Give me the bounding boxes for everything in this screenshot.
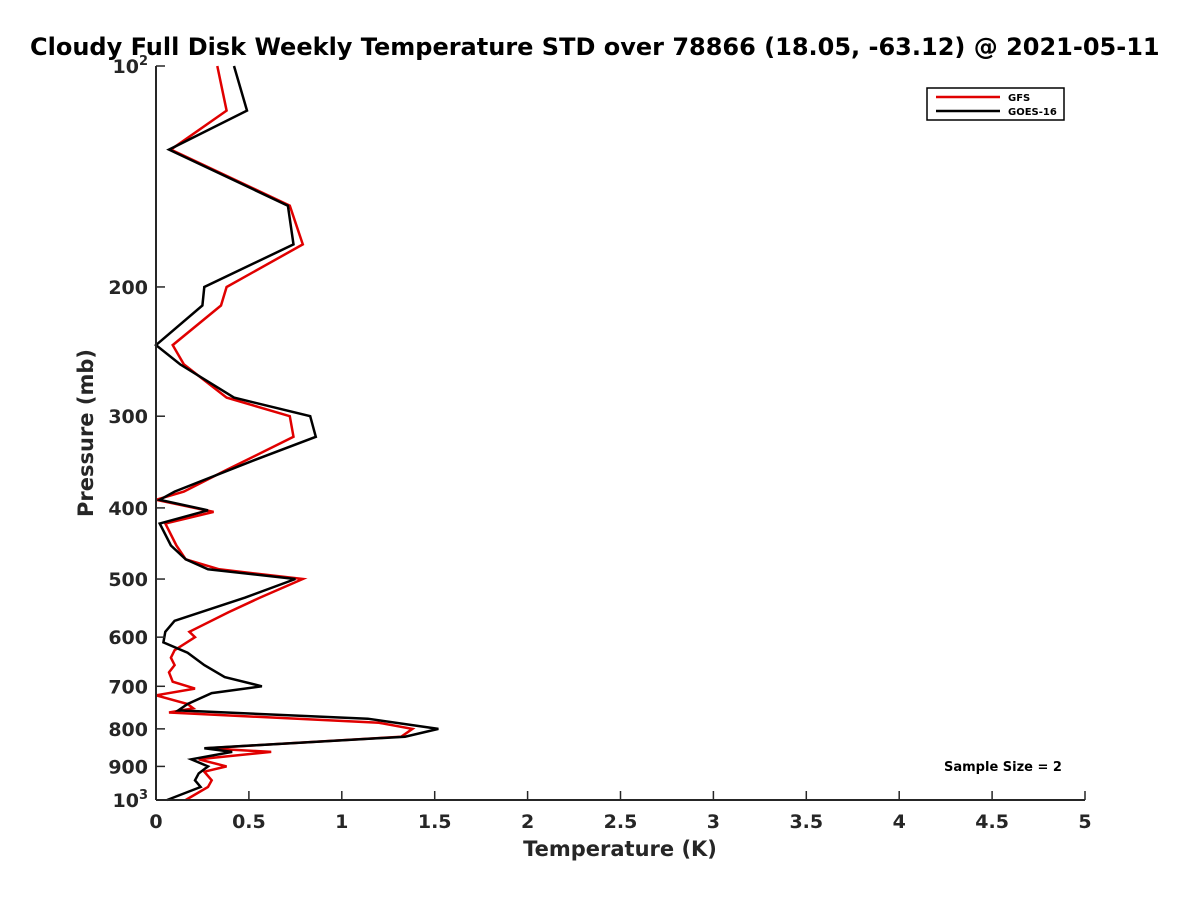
- y-tick-label: 400: [108, 498, 148, 520]
- x-tick-label: 2.5: [604, 811, 638, 833]
- x-tick-label: 0: [149, 811, 162, 833]
- x-tick-label: 3: [707, 811, 720, 833]
- sample-size-annotation: Sample Size = 2: [944, 760, 1062, 775]
- legend-box: [926, 87, 1065, 121]
- y-tick-label: 600: [108, 627, 148, 649]
- legend-label: GFS: [1008, 93, 1030, 104]
- y-tick-label: 200: [108, 277, 148, 299]
- y-tick-label: 103: [113, 788, 149, 812]
- y-ticks: 102 200 300 400 500 600 700 800 900 103: [108, 54, 165, 812]
- y-tick-label: 102: [113, 54, 149, 78]
- x-tick-label: 2: [521, 811, 534, 833]
- x-tick-label: 1.5: [418, 811, 452, 833]
- plot-area: 0 0.5 1 1.5 2 2.5 3 3.5 4 4.5 5 102 200 300 400 500 600…: [108, 54, 1091, 833]
- legend: GFS GOES-16: [926, 87, 1065, 121]
- x-tick-label: 4: [893, 811, 906, 833]
- x-tick-label: 5: [1078, 811, 1091, 833]
- series-line-gfs: [155, 65, 416, 802]
- x-tick-label: 1: [335, 811, 348, 833]
- y-axis-label: Pressure (mb): [74, 349, 98, 517]
- y-tick-label: 300: [108, 406, 148, 428]
- x-tick-label: 0.5: [232, 811, 266, 833]
- x-axis-label: Temperature (K): [523, 837, 717, 861]
- y-tick-label: 500: [108, 569, 148, 591]
- y-tick-label: 800: [108, 719, 148, 741]
- series-line-goes-16: [154, 65, 439, 802]
- x-tick-label: 3.5: [789, 811, 823, 833]
- legend-label: GOES-16: [1008, 107, 1057, 118]
- series-layer: [154, 65, 439, 802]
- chart-title: Cloudy Full Disk Weekly Temperature STD …: [30, 33, 1160, 61]
- y-tick-label: 700: [108, 676, 148, 698]
- y-tick-label: 900: [108, 756, 148, 778]
- x-tick-label: 4.5: [975, 811, 1009, 833]
- x-ticks: 0 0.5 1 1.5 2 2.5 3 3.5 4 4.5 5: [149, 791, 1092, 833]
